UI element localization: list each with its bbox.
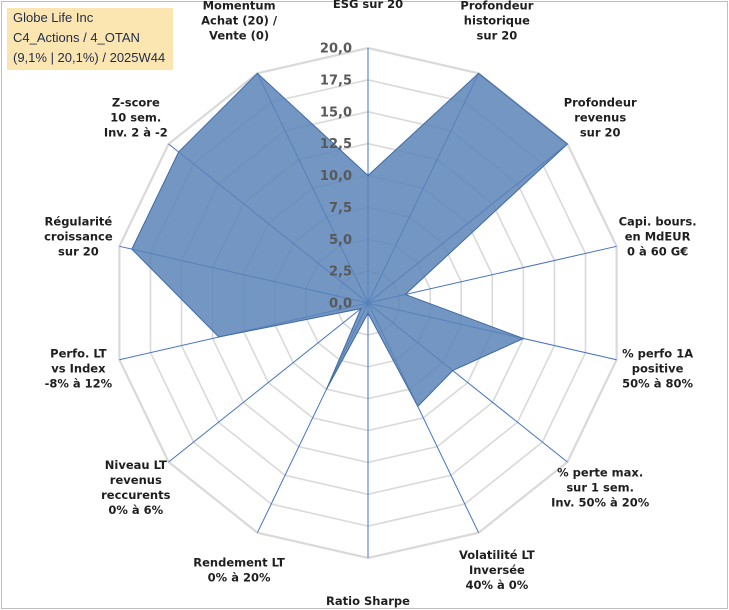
axis-label-line: positive	[632, 362, 684, 376]
axis-label: Perfo. LT vs Index -8% à 12%	[45, 347, 113, 391]
tick-label: 10,0	[320, 169, 352, 184]
axis-label-line: Régularité	[45, 214, 113, 228]
axis-label-line: % perte max.	[557, 466, 643, 480]
axis-label-line: Niveau LT	[105, 458, 167, 472]
axis-label: Régularité croissance sur 20	[44, 214, 113, 258]
radar-tick-labels: 0,0 2,5 5,0 7,5 10,0 12,5 15,0 17,5 20,0	[320, 42, 352, 312]
axis-label-line: croissance	[44, 229, 113, 243]
axis-label-line: Profondeur	[460, 0, 533, 12]
axis-label-line: sur 20	[58, 244, 99, 258]
chart-title-category: C4_Actions / 4_OTAN	[13, 30, 140, 45]
axis-label-line: Capi. bours.	[619, 214, 697, 228]
axis-label-line: 0% à 20%	[208, 571, 271, 585]
axis-label-line: sur 1 sem.	[566, 481, 634, 495]
axis-label: Profondeur historique sur 20	[460, 0, 533, 42]
axis-label: Niveau LT revenus reccurents 0% à 6%	[101, 458, 170, 517]
axis-label-line: Rendement LT	[193, 556, 285, 570]
axis-label-line: -8% à 12%	[45, 377, 113, 391]
axis-label-line: en MdEUR	[625, 229, 691, 243]
chart-title-company: Globe Life Inc	[13, 10, 94, 25]
axis-label: Momentum Achat (20) / Vente (0)	[201, 0, 278, 42]
axis-label-line: Momentum	[203, 0, 276, 12]
axis-spoke	[367, 245, 617, 304]
radar-series	[131, 72, 569, 408]
axis-label-line: Ratio Sharpe	[326, 594, 410, 608]
axis-label-line: Achat (20) /	[201, 13, 278, 27]
axis-label-line: Vente (0)	[209, 28, 269, 42]
axis-label: Capi. bours. en MdEUR 0 à 60 G€	[619, 214, 697, 258]
axis-label-line: Inversée	[469, 563, 525, 577]
tick-label: 0,0	[329, 297, 352, 312]
tick-label: 15,0	[320, 105, 352, 120]
series-area	[131, 72, 569, 408]
axis-label-line: % perfo 1A	[622, 347, 693, 361]
tick-label: 7,5	[329, 201, 352, 216]
axis-label-line: 10 sem.	[110, 110, 161, 124]
tick-label: 17,5	[320, 73, 352, 88]
axis-label-line: ESG sur 20	[333, 0, 403, 11]
axis-label-line: Inv. 2 à -2	[104, 125, 168, 139]
axis-spoke	[168, 302, 369, 463]
axis-label-line: revenus	[110, 473, 162, 487]
axis-label-line: Z-score	[112, 95, 160, 109]
axis-label: Rendement LT 0% à 20%	[193, 556, 285, 585]
axis-label-line: Profondeur	[564, 95, 637, 109]
axis-label-line: Volatilité LT	[459, 548, 535, 562]
tick-label: 2,5	[329, 265, 352, 280]
axis-label-line: sur 20	[477, 28, 518, 42]
chart-title-box: Globe Life Inc C4_Actions / 4_OTAN (9,1%…	[7, 8, 173, 70]
axis-label-line: 0 à 60 G€	[627, 244, 688, 258]
axis-label-line: vs Index	[51, 362, 106, 376]
axis-label: Ratio Sharpe0 à 1	[326, 594, 410, 610]
axis-label: % perfo 1A positive 50% à 80%	[622, 347, 693, 391]
tick-label: 5,0	[329, 233, 352, 248]
axis-label: Volatilité LT Inversée 40% à 0%	[459, 548, 535, 592]
axis-label-line: Inv. 50% à 20%	[551, 496, 650, 510]
axis-label-line: reccurents	[101, 488, 170, 502]
axis-label: Profondeur revenus sur 20	[564, 95, 637, 139]
axis-label-line: 50% à 80%	[622, 377, 693, 391]
axis-label-line: 40% à 0%	[465, 578, 528, 592]
axis-label: Z-score 10 sem. Inv. 2 à -2	[104, 95, 168, 139]
axis-label: % perte max. sur 1 sem. Inv. 50% à 20%	[551, 466, 650, 510]
chart-title-period: (9,1% | 20,1%) / 2025W44	[13, 50, 166, 65]
axis-label: NoteESG sur 20	[333, 0, 403, 11]
axis-label-line: historique	[464, 13, 530, 27]
axis-label-line: Perfo. LT	[50, 347, 107, 361]
axis-label-line: 0% à 6%	[108, 503, 163, 517]
tick-label: 20,0	[320, 42, 352, 57]
axis-label-line: sur 20	[580, 125, 621, 139]
axis-label-line: revenus	[574, 110, 626, 124]
tick-label: 12,5	[320, 137, 352, 152]
